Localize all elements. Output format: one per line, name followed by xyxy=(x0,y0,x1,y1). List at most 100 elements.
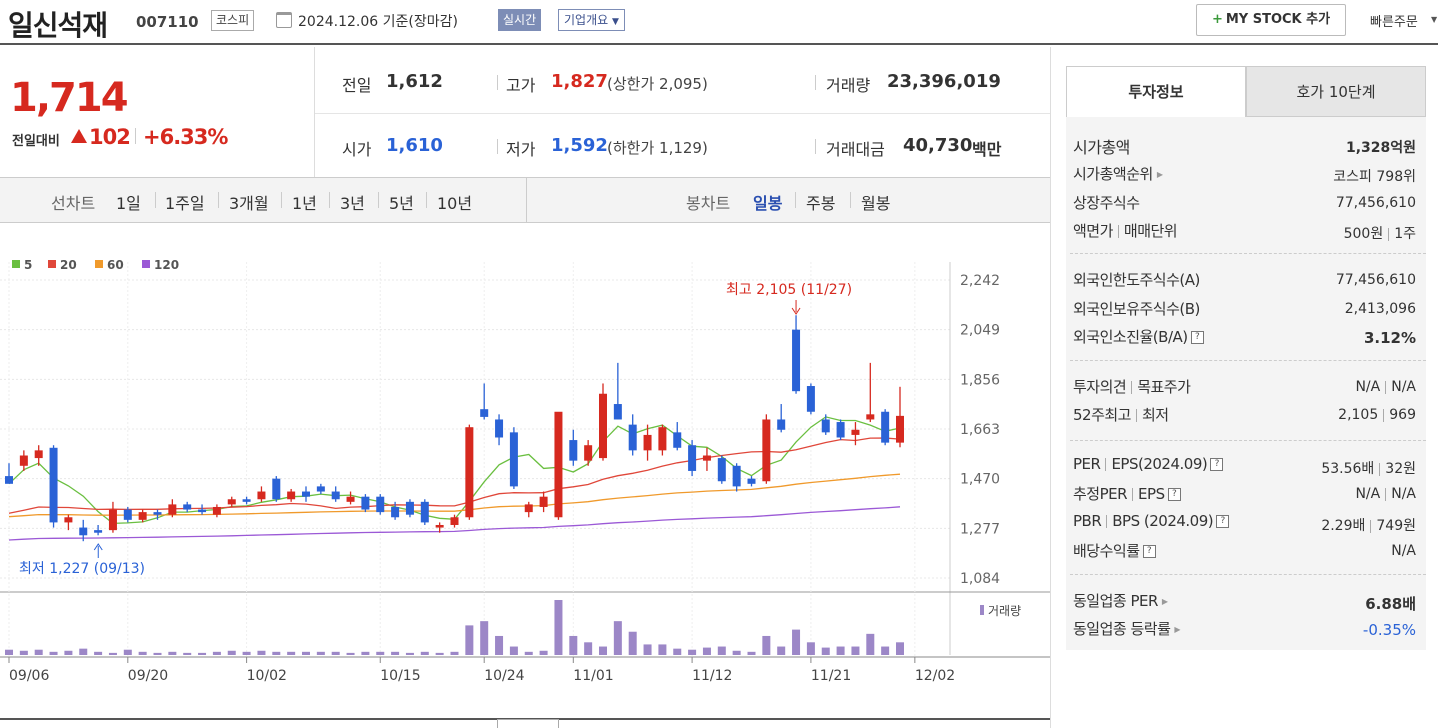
quick-order-button[interactable]: 빠른주문 xyxy=(1370,15,1418,30)
help-icon[interactable]: ? xyxy=(1216,515,1230,528)
period-weekly[interactable]: 주봉 xyxy=(806,194,836,213)
est-per-value: N/A N/A xyxy=(1355,486,1416,502)
volume-bar xyxy=(821,647,830,655)
opinion-text: 투자의견 xyxy=(1073,378,1127,396)
help-icon[interactable]: ? xyxy=(1210,458,1224,471)
company-info-dropdown[interactable]: 기업개요 ▼ xyxy=(558,9,625,31)
candle-body xyxy=(420,501,429,523)
volume-bar xyxy=(316,651,325,655)
add-mystock-button[interactable]: + MY STOCK 추가 xyxy=(1196,4,1346,36)
prev-label: 전일 xyxy=(342,76,372,95)
candle-body xyxy=(257,491,266,500)
pbr-label: PBR BPS (2024.09)? xyxy=(1073,512,1230,530)
invest-info-panel xyxy=(1066,66,1426,650)
volume-bar xyxy=(450,651,459,655)
divider xyxy=(1379,462,1381,476)
candle-body xyxy=(198,509,207,513)
volume-bar xyxy=(5,649,13,655)
candle-body xyxy=(896,415,904,443)
period-5y[interactable]: 5년 xyxy=(389,194,414,213)
divider xyxy=(1383,408,1385,422)
tab-invest-info[interactable]: 투자정보 xyxy=(1066,66,1246,117)
dividend-label: 배당수익률? xyxy=(1073,540,1156,561)
period-3m[interactable]: 3개월 xyxy=(229,194,269,213)
par-value: 500원 1주 xyxy=(1344,223,1416,243)
chevron-down-icon: ▼ xyxy=(612,17,619,27)
volume-bar xyxy=(599,646,607,655)
legend-label: 60 xyxy=(107,258,124,272)
legend-label: 20 xyxy=(60,258,77,272)
volume-bar xyxy=(806,642,815,655)
open-value: 1,610 xyxy=(386,135,443,156)
help-icon[interactable]: ? xyxy=(1142,545,1156,558)
volume-bar xyxy=(391,651,400,655)
candle-body xyxy=(821,419,830,433)
divider xyxy=(1388,227,1390,241)
period-1w[interactable]: 1주일 xyxy=(165,194,205,213)
candle-body xyxy=(613,404,622,420)
divider xyxy=(1131,381,1133,394)
period-1y[interactable]: 1년 xyxy=(292,194,317,213)
volume-bar xyxy=(346,652,355,655)
sector-per-label[interactable]: 동일업종 PER ▶ xyxy=(1073,590,1168,611)
volume-bar xyxy=(836,646,845,655)
low-label: 저가 xyxy=(506,140,536,159)
legend-label: 5 xyxy=(24,258,32,272)
market-badge: 코스피 xyxy=(211,10,255,31)
y-tick-label: 1,663 xyxy=(960,422,1000,438)
divider xyxy=(426,192,427,208)
plus-icon: + xyxy=(1211,12,1223,27)
x-tick-label: 12/02 xyxy=(915,668,955,684)
volume-bar xyxy=(435,652,444,655)
candle-body xyxy=(168,504,177,515)
divider xyxy=(1385,487,1387,501)
y-tick-label: 1,856 xyxy=(960,372,1000,388)
period-10y[interactable]: 10년 xyxy=(437,194,473,213)
add-mystock-label: MY STOCK 추가 xyxy=(1225,12,1331,27)
volume-bar xyxy=(19,650,28,655)
divider xyxy=(378,192,379,208)
volume-bar xyxy=(628,631,637,655)
volume-bar xyxy=(34,649,43,655)
tab-orderbook[interactable]: 호가 10단계 xyxy=(1246,66,1426,117)
period-daily[interactable]: 일봉 xyxy=(753,194,783,213)
expand-chart-button[interactable] xyxy=(497,719,559,728)
help-icon[interactable]: ? xyxy=(1167,488,1181,501)
candle-body xyxy=(138,512,147,520)
period-1d[interactable]: 1일 xyxy=(116,194,141,213)
sector-per-value: 6.88배 xyxy=(1365,595,1416,613)
candle-body xyxy=(376,496,385,513)
volume-label: 거래량 xyxy=(988,604,1021,618)
per-text: PER xyxy=(1073,455,1101,473)
help-icon[interactable]: ? xyxy=(1190,331,1204,344)
company-info-label: 기업개요 xyxy=(564,13,609,27)
candle-body xyxy=(599,393,607,459)
week52-low-value: 969 xyxy=(1389,407,1416,423)
volume-bar xyxy=(896,642,904,655)
chevron-right-icon: ▶ xyxy=(1156,170,1163,179)
shares-value: 77,456,610 xyxy=(1335,195,1416,211)
volume-bar xyxy=(480,621,489,655)
upper-limit: (상한가 2,095) xyxy=(607,75,708,93)
candle-body xyxy=(480,409,489,417)
candle-chart-label: 봉차트 xyxy=(686,194,731,213)
divider xyxy=(1105,458,1107,471)
realtime-button[interactable]: 실시간 xyxy=(498,9,542,31)
period-bar: 선차트 1일 1주일 3개월 1년 3년 5년 10년 봉차트 일봉 주봉 월봉 xyxy=(0,177,1050,223)
sector-change-label[interactable]: 동일업종 등락률 ▶ xyxy=(1073,618,1181,639)
market-cap-rank-label[interactable]: 시가총액순위 ▶ xyxy=(1073,163,1163,184)
candle-body xyxy=(391,506,400,518)
volume-bar xyxy=(702,647,711,655)
period-monthly[interactable]: 월봉 xyxy=(861,194,891,213)
divider xyxy=(497,75,498,90)
eps-label: EPS(2024.09) xyxy=(1111,455,1208,473)
est-per-text: 추정PER xyxy=(1073,485,1128,503)
volume-bar xyxy=(673,648,682,655)
opinion-label: 투자의견 목표주가 xyxy=(1073,376,1191,397)
period-3y[interactable]: 3년 xyxy=(340,194,365,213)
foreign-ratio-text: 외국인소진율(B/A) xyxy=(1073,328,1188,346)
opinion-value: N/A N/A xyxy=(1355,379,1416,395)
volume-bar xyxy=(168,651,177,655)
high-arrow-head xyxy=(791,307,801,315)
bps-value: 749원 xyxy=(1376,518,1416,534)
